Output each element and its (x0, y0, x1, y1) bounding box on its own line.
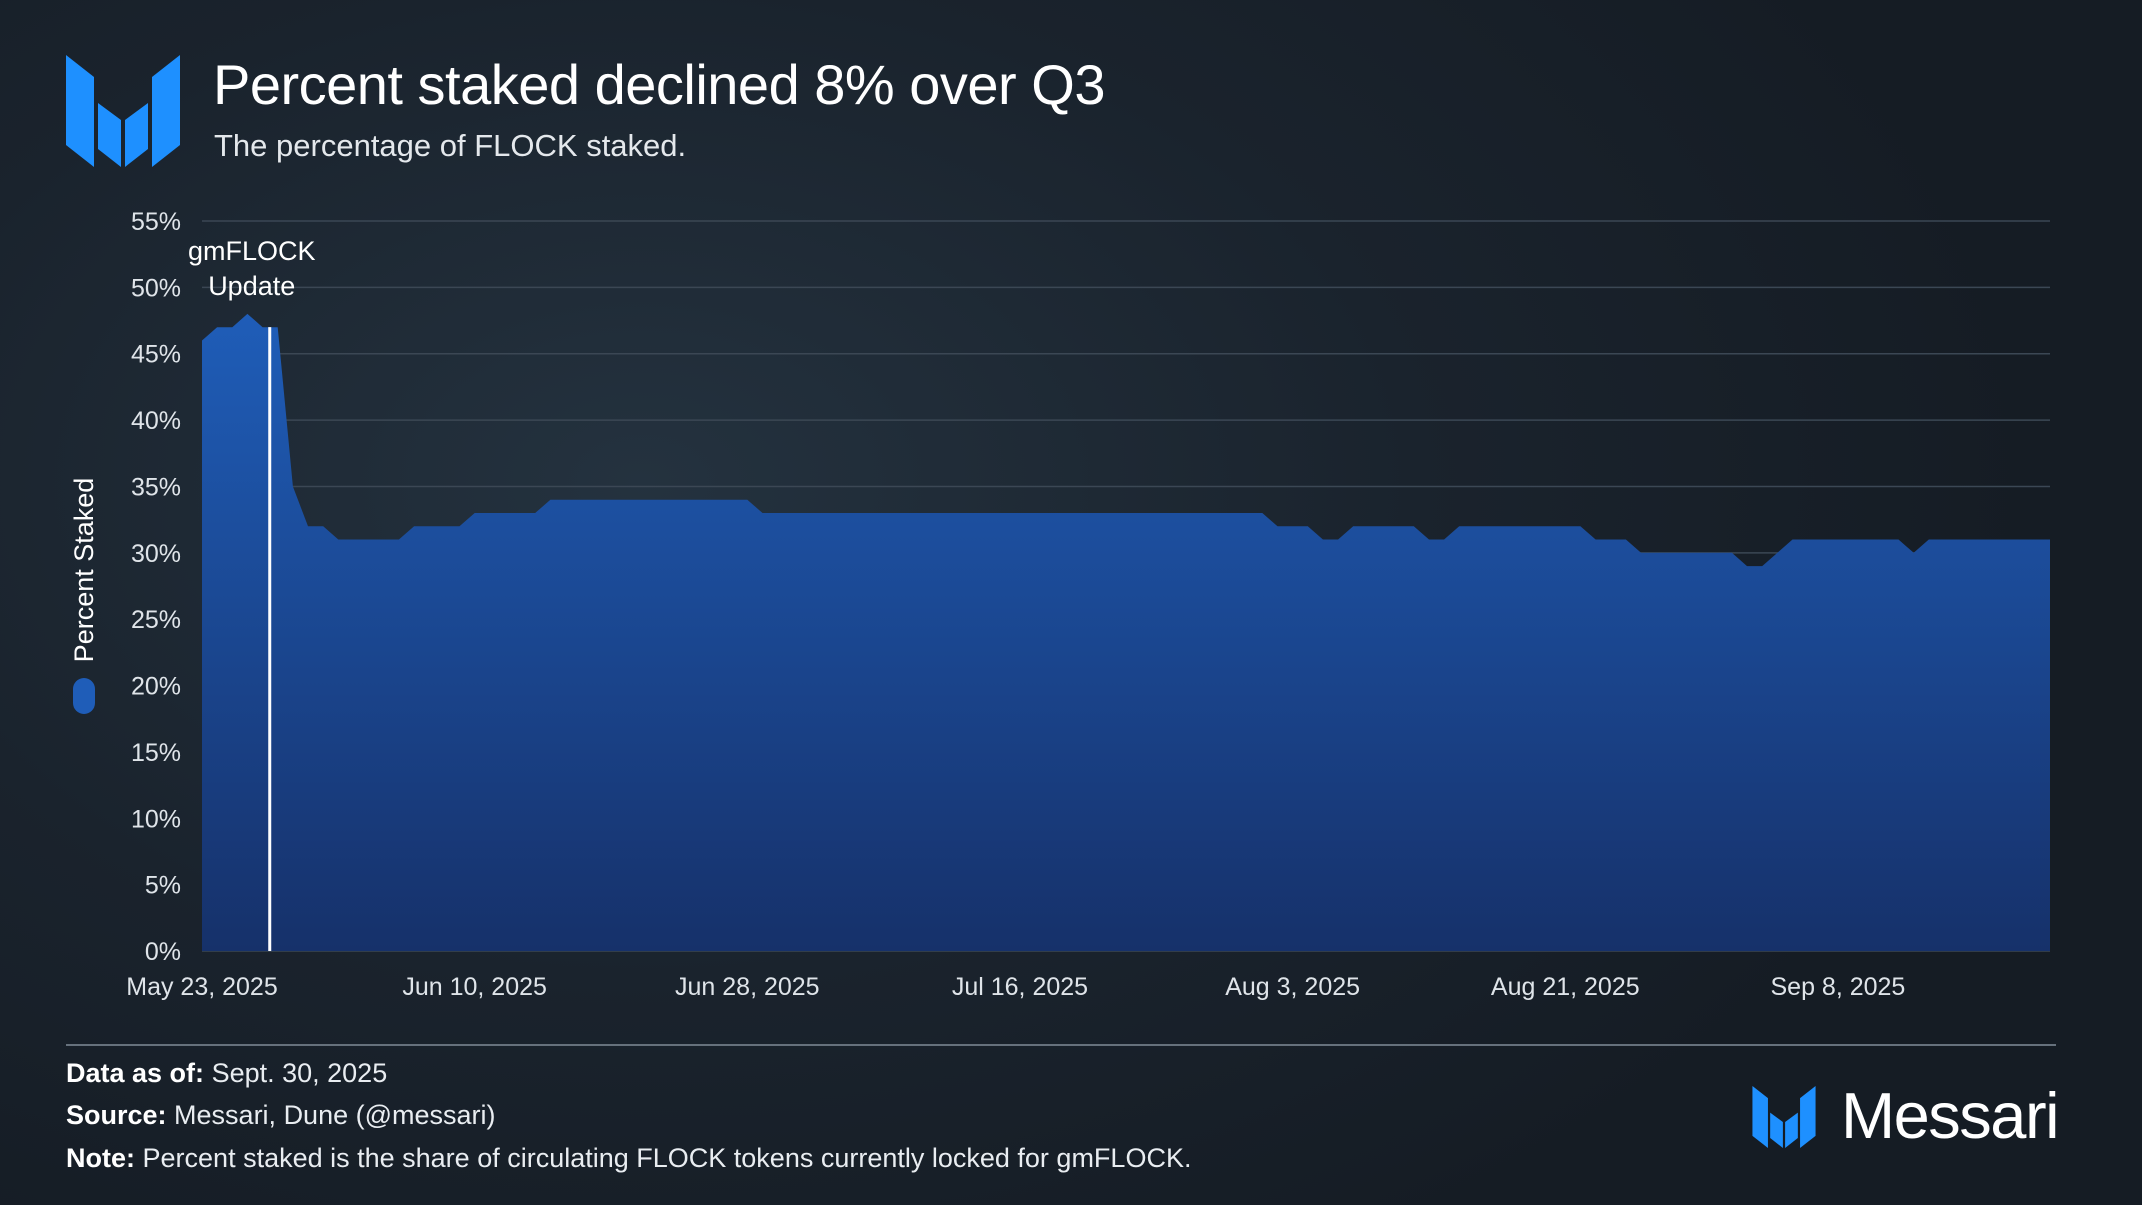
chart-title: Percent staked declined 8% over Q3 (213, 53, 1105, 116)
note-label: Note: (66, 1143, 135, 1173)
annotation-label-line2: Update (208, 271, 295, 301)
y-axis-label: Percent Staked (69, 478, 99, 663)
y-tick-label: 0% (145, 938, 181, 966)
x-tick-label: Sep 8, 2025 (1771, 973, 1906, 1001)
brand-logo: Messari (1752, 1079, 2082, 1152)
footer-source: Source: Messari, Dune (@messari) (66, 1100, 496, 1131)
y-axis-tick-labels: 0% 5% 10% 15% 20% 25% 30% 35% 40% 45% 50% 55% (131, 208, 181, 966)
messari-logo-icon (66, 55, 180, 167)
note-value: Percent staked is the share of circulati… (142, 1143, 1192, 1173)
y-tick-label: 15% (131, 739, 181, 767)
y-tick-label: 10% (131, 805, 181, 833)
x-tick-label: Jun 28, 2025 (675, 973, 820, 1001)
y-tick-label: 35% (131, 473, 181, 501)
legend-swatch (73, 678, 95, 714)
y-tick-label: 25% (131, 606, 181, 634)
footer-note: Note: Percent staked is the share of cir… (66, 1143, 1191, 1174)
y-tick-label: 30% (131, 540, 181, 568)
x-tick-label: May 23, 2025 (126, 973, 278, 1001)
x-tick-label: Jun 10, 2025 (402, 973, 547, 1001)
source-label: Source: (66, 1100, 167, 1130)
chart-subtitle: The percentage of FLOCK staked. (214, 128, 687, 163)
y-tick-label: 5% (145, 872, 181, 900)
area-series-percent-staked (202, 313, 2050, 951)
y-tick-label: 45% (131, 341, 181, 369)
y-tick-label: 40% (131, 407, 181, 435)
footer-data-as-of: Data as of: Sept. 30, 2025 (66, 1058, 387, 1089)
y-tick-label: 20% (131, 673, 181, 701)
footer-divider (66, 1044, 2056, 1046)
annotation: gmFLOCK Update (188, 236, 316, 951)
y-tick-label: 55% (131, 208, 181, 236)
x-tick-label: Jul 16, 2025 (952, 973, 1088, 1001)
y-tick-label: 50% (131, 274, 181, 302)
messari-logo-icon (1752, 1086, 1816, 1148)
annotation-label-line1: gmFLOCK (188, 236, 316, 266)
x-tick-label: Aug 3, 2025 (1225, 973, 1360, 1001)
data-as-of-value: Sept. 30, 2025 (211, 1058, 388, 1088)
source-value: Messari, Dune (@messari) (174, 1100, 496, 1130)
x-axis-tick-labels: May 23, 2025 Jun 10, 2025 Jun 28, 2025 Jul … (126, 973, 1905, 1001)
brand-name: Messari (1841, 1079, 2060, 1152)
data-as-of-label: Data as of: (66, 1058, 205, 1088)
x-tick-label: Aug 21, 2025 (1491, 973, 1640, 1001)
